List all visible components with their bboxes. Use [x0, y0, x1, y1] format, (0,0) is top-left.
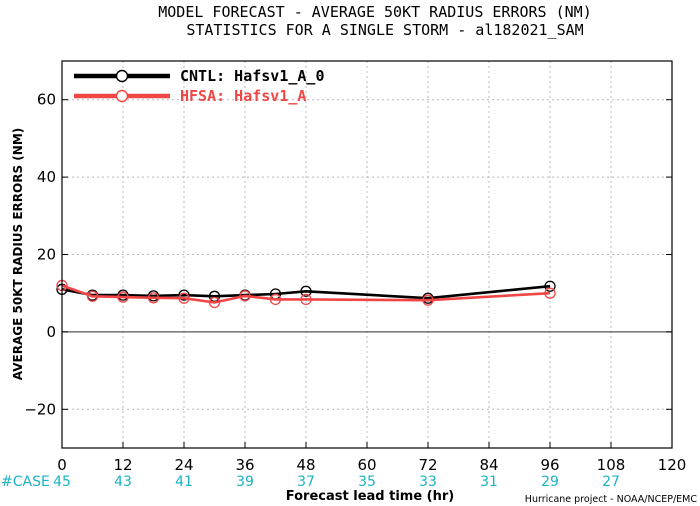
case-count-60: 35: [358, 474, 376, 490]
series-1-point-9: [422, 294, 434, 306]
case-count-108: 27: [602, 474, 620, 490]
x-tick-label-108: 108: [597, 456, 626, 474]
series-1-point-3: [147, 292, 160, 304]
legend-label-1: HFSA: Hafsv1_A: [180, 87, 306, 105]
credit-text: Hurricane project - NOAA/NCEP/EMC: [525, 494, 698, 505]
x-ticks: 0 12 24 36 48 60 72 84 96 108 120: [57, 442, 686, 474]
series-1-point-10: [544, 287, 556, 299]
series-1-point-7: [269, 293, 282, 306]
series-1-point-8: [300, 293, 312, 306]
x-tick-label-36: 36: [235, 456, 254, 474]
y-tick-label-40: 40: [37, 168, 56, 186]
case-count-36: 39: [236, 474, 254, 490]
grid: [62, 61, 672, 448]
chart-subtitle: STATISTICS FOR A SINGLE STORM - al182021…: [186, 21, 583, 39]
x-tick-label-96: 96: [540, 456, 559, 474]
legend: CNTL: Hafsv1_A_0 HFSA: Hafsv1_A: [74, 67, 325, 105]
x-axis-label: Forecast lead time (hr): [286, 489, 454, 504]
series-1-point-2: [117, 291, 129, 303]
series-0-point-8: [300, 285, 312, 297]
y-tick-label-60: 60: [37, 91, 56, 109]
series-1-point-6: [239, 290, 251, 302]
series-group: [56, 279, 556, 309]
y-tick-label-0: 0: [46, 323, 56, 341]
x-tick-label-120: 120: [658, 456, 687, 474]
case-count-48: 37: [297, 474, 315, 490]
x-tick-label-60: 60: [357, 456, 376, 474]
x-tick-label-24: 24: [174, 456, 193, 474]
series-line-0: [61, 284, 551, 300]
case-label: #CASE: [1, 474, 50, 490]
legend-label-0: CNTL: Hafsv1_A_0: [180, 67, 325, 85]
case-counts: #CASE 45 43 41 39 37 35 33 31 29 27: [1, 474, 620, 490]
x-tick-label-12: 12: [113, 456, 132, 474]
x-tick-label-72: 72: [418, 456, 437, 474]
case-count-12: 43: [114, 474, 132, 490]
y-axis-label: AVERAGE 50KT RADIUS ERRORS (NM): [11, 128, 25, 380]
case-count-0: 45: [53, 474, 71, 490]
x-tick-label-48: 48: [296, 456, 315, 474]
case-count-96: 29: [541, 474, 559, 490]
chart-title: MODEL FORECAST - AVERAGE 50KT RADIUS ERR…: [158, 3, 591, 21]
y-tick-label--20: −20: [24, 400, 56, 418]
series-1-point-5: [208, 296, 221, 309]
legend-marker-0: [115, 69, 129, 83]
case-count-72: 33: [419, 474, 437, 490]
y-tick-label-20: 20: [37, 246, 56, 264]
series-1-point-4: [178, 292, 190, 304]
series-line-1: [61, 284, 551, 304]
series-0-point-10: [544, 280, 556, 292]
x-tick-label-0: 0: [57, 456, 67, 474]
case-count-84: 31: [480, 474, 498, 490]
case-count-24: 41: [175, 474, 193, 490]
series-1-point-1: [86, 290, 99, 302]
x-tick-label-84: 84: [479, 456, 498, 474]
y-ticks: −20 0 20 40 60: [24, 91, 672, 418]
series-0-point-4: [178, 289, 190, 301]
legend-marker-1: [115, 89, 129, 103]
